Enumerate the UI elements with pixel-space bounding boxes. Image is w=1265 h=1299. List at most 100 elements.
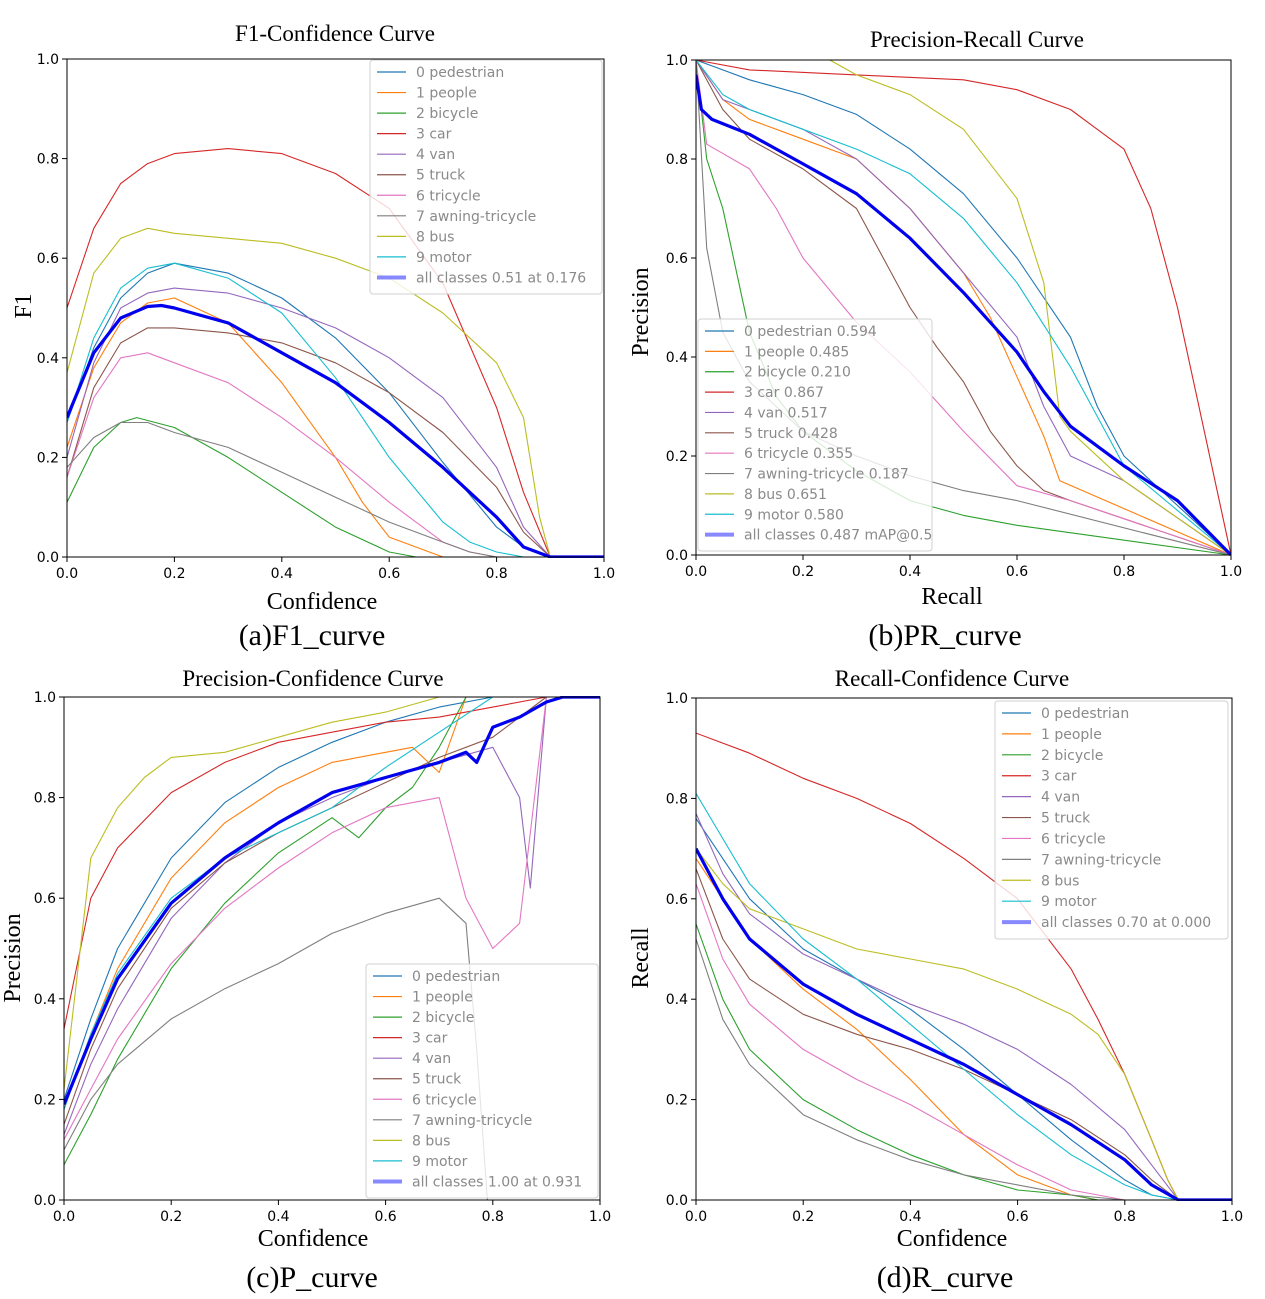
series-line-class-2	[64, 696, 600, 1166]
series-line-class-9	[67, 262, 604, 558]
series-line-class-6	[64, 696, 600, 1140]
series-line-class-7	[67, 421, 604, 558]
chart-title: Recall-Confidence Curve	[835, 666, 1069, 691]
legend-label: 0 pedestrian 0.594	[744, 324, 877, 340]
y-tick-label: 1.0	[666, 53, 688, 69]
y-tick-label: 0.6	[37, 251, 59, 267]
x-tick-label: 0.6	[1006, 564, 1028, 580]
legend-label: 6 tricycle	[412, 1092, 477, 1108]
x-tick-label: 1.0	[1220, 564, 1242, 580]
legend-label: 9 motor	[412, 1154, 468, 1170]
legend-label: 6 tricycle 0.355	[744, 446, 853, 462]
series-group	[67, 148, 604, 558]
figure-caption: (b)PR_curve	[868, 619, 1021, 652]
series-line-class-0	[696, 59, 1231, 556]
legend: 0 pedestrian 0.594 1 people 0.485 2 bicycl…	[697, 318, 933, 552]
legend-label: 8 bus	[416, 229, 454, 245]
panel-f1-curve: F1-Confidence Curve 0.0 0.2 0.4 0.6 0.8 1.00.…	[11, 21, 615, 652]
legend-label: 3 car	[416, 127, 452, 143]
figure-caption: (d)R_curve	[877, 1261, 1014, 1294]
legend-label: 7 awning-tricycle	[1041, 852, 1161, 868]
legend-label: 0 pedestrian	[1041, 706, 1129, 722]
panel-p-curve: Precision-Confidence Curve 0.0 0.2 0.4 0.6 0…	[0, 666, 611, 1294]
legend-label: 2 bicycle	[412, 1010, 474, 1026]
legend-label: 2 bicycle 0.210	[744, 365, 851, 381]
y-axis-label: F1	[11, 293, 37, 318]
x-axis-label: Confidence	[258, 1226, 369, 1252]
legend-label: 0 pedestrian	[412, 969, 500, 985]
x-tick-label: 0.8	[1114, 1209, 1136, 1225]
y-tick-label: 0.0	[666, 548, 688, 564]
legend-label: all classes 1.00 at 0.931	[412, 1174, 582, 1190]
x-axis-label: Recall	[921, 584, 983, 610]
y-tick-label: 0.6	[666, 251, 688, 267]
x-tick-label: 0.4	[267, 1209, 289, 1225]
legend: 0 pedestrian 1 people 2 bicycle 3 car 4 van 5…	[994, 700, 1229, 940]
series-line-class-5	[696, 59, 1231, 556]
x-tick-label: 0.4	[899, 1209, 921, 1225]
series-line-class-4	[696, 813, 1232, 1201]
legend-label: 6 tricycle	[416, 188, 481, 204]
chart-title: Precision-Confidence Curve	[182, 666, 443, 691]
y-tick-label: 0.2	[34, 1092, 56, 1108]
x-tick-label: 0.0	[53, 1209, 75, 1225]
plot-area: 0.0 0.2 0.4 0.6 0.8 1.0 0.0 0.2 0.4 0.6 0.8 1.0 0 pe…	[34, 690, 611, 1225]
x-tick-label: 1.0	[589, 1209, 611, 1225]
legend-label: 7 awning-tricycle 0.187	[744, 467, 909, 483]
legend-label: 4 van 0.517	[744, 405, 828, 421]
legend-label: 3 car	[1041, 769, 1077, 785]
x-tick-label: 0.2	[792, 1209, 814, 1225]
plot-area: 0.0 0.2 0.4 0.6 0.8 1.0 0.0 0.2 0.4 0.6 0.8 1.0 0 pe…	[37, 52, 615, 582]
series-line-class-3	[64, 696, 600, 1030]
y-axis-label: Precision	[0, 913, 26, 1002]
y-tick-label: 0.6	[666, 892, 688, 908]
x-tick-label: 0.6	[374, 1209, 396, 1225]
chart-title: Precision-Recall Curve	[870, 27, 1084, 52]
x-tick-label: 0.2	[163, 566, 185, 582]
panel-r-curve: Recall-Confidence Curve 0.0 0.2 0.4 0.6 0.8 1…	[628, 666, 1243, 1294]
series-line-all-classes	[696, 847, 1232, 1201]
x-tick-label: 0.8	[1113, 564, 1135, 580]
legend-label: 7 awning-tricycle	[416, 209, 536, 225]
legend-label: 8 bus 0.651	[744, 487, 827, 503]
series-line-class-4	[696, 59, 1231, 556]
axes-frame	[63, 696, 601, 1201]
series-line-all-classes	[67, 303, 604, 558]
series-line-class-9	[696, 793, 1232, 1201]
y-tick-label: 1.0	[666, 691, 688, 707]
figure-caption: (c)P_curve	[246, 1261, 378, 1294]
legend-label: 0 pedestrian	[416, 65, 504, 81]
legend-label: 4 van	[412, 1051, 451, 1067]
axes-frame	[695, 59, 1232, 556]
legend-label: 8 bus	[1041, 873, 1079, 889]
figure-caption: (a)F1_curve	[239, 619, 386, 652]
series-line-class-3	[67, 148, 604, 558]
panel-pr-curve: Precision-Recall Curve 0.0 0.2 0.4 0.6 0.8 1.…	[628, 27, 1242, 652]
y-tick-label: 0.4	[666, 992, 688, 1008]
legend-label: 2 bicycle	[1041, 748, 1103, 764]
y-tick-label: 0.2	[666, 449, 688, 465]
legend-label: 4 van	[1041, 790, 1080, 806]
legend-label: 5 truck	[412, 1072, 462, 1088]
x-tick-label: 0.8	[482, 1209, 504, 1225]
legend-label: 2 bicycle	[416, 106, 478, 122]
x-tick-label: 0.6	[1006, 1209, 1028, 1225]
y-tick-label: 0.6	[34, 891, 56, 907]
legend-label: all classes 0.70 at 0.000	[1041, 915, 1211, 931]
legend-label: 1 people	[412, 990, 473, 1006]
legend-label: all classes 0.51 at 0.176	[416, 270, 586, 286]
plot-area: 0.0 0.2 0.4 0.6 0.8 1.0 0.0 0.2 0.4 0.6 0.8 1.0 0 pe…	[666, 691, 1243, 1225]
y-tick-label: 0.0	[37, 550, 59, 566]
y-tick-label: 0.4	[666, 350, 688, 366]
chart-title: F1-Confidence Curve	[235, 21, 435, 46]
legend-label: 9 motor	[416, 250, 472, 266]
axes-frame	[695, 697, 1233, 1201]
legend-label: 5 truck 0.428	[744, 426, 838, 442]
y-axis-label: Precision	[628, 267, 654, 356]
x-tick-label: 0.0	[685, 564, 707, 580]
x-tick-label: 0.0	[685, 1209, 707, 1225]
y-tick-label: 0.0	[666, 1193, 688, 1209]
x-tick-label: 0.4	[271, 566, 293, 582]
legend-label: 8 bus	[412, 1133, 450, 1149]
